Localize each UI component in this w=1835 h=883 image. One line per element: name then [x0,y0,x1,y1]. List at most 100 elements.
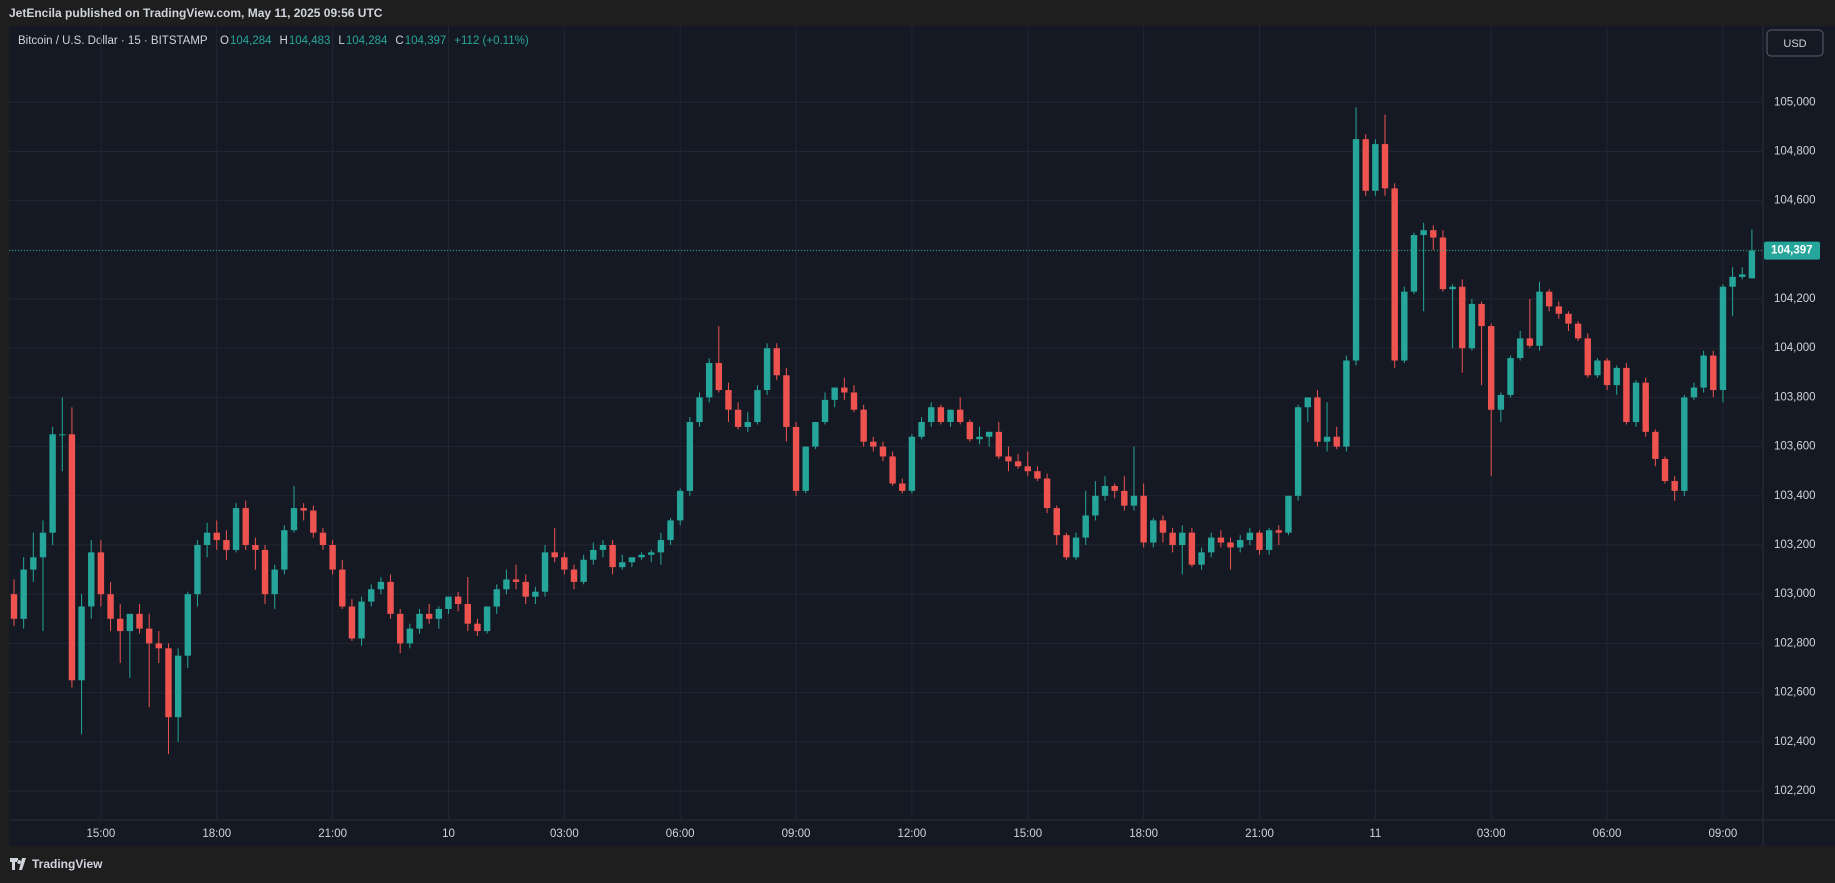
candle-body [1536,291,1543,346]
candle-body [1101,485,1109,496]
candle-body [30,557,37,570]
candle-body [1430,230,1437,238]
candle-body [242,508,249,545]
candle-body [1478,303,1485,327]
candle-body [1130,495,1138,506]
candle-body [609,544,616,568]
candle-body [1053,508,1060,536]
candle-body [1169,532,1176,545]
candle-body [107,594,114,619]
candle-body [831,387,838,400]
candle-body [377,581,385,590]
candle-body [339,569,346,607]
legend-value: 104,397 [405,35,447,47]
candle-body [1642,382,1649,432]
candle-body [715,362,723,391]
candle-body [261,549,269,595]
candle-body [1420,230,1427,236]
candle-body [406,628,414,644]
candle-body [1401,291,1408,361]
x-tick-label: 06:00 [1593,828,1622,840]
candle-body [734,409,742,427]
candle-body [1304,397,1311,408]
legend-key: H [280,35,288,47]
candle-body [464,604,471,624]
candle-body [1236,540,1244,548]
candle-body [503,579,510,590]
candle-body [1719,286,1727,391]
candle-body [541,552,549,592]
candle-body [290,508,298,531]
candle-body [870,441,877,447]
candle-body [841,387,848,393]
candle-body [512,579,520,582]
candle-body [1681,397,1688,491]
candle-body [667,520,674,541]
legend-value: 104,483 [289,35,331,47]
last-price-box [1764,241,1820,260]
candle-body [551,552,558,558]
candle-body [1574,323,1582,339]
candle-body [1188,532,1196,565]
y-tick-label: 102,400 [1774,736,1816,748]
candle-body [802,446,809,491]
candle-body [686,422,694,491]
currency[interactable]: USD [1783,38,1806,50]
candle-body [329,544,336,570]
x-tick-label: 18:00 [1129,828,1158,840]
candle-body [1362,139,1369,191]
candle-body [532,591,539,597]
symbol-title: Bitcoin / U.S. Dollar · 15 · BITSTAMP [18,35,208,47]
y-tick-label: 103,800 [1774,391,1816,403]
candle-body [676,490,684,521]
candle-body [1613,367,1620,386]
candle-body [1159,520,1167,533]
candle-body [995,431,1003,457]
legend-key: L [338,35,345,47]
candle-body [908,436,916,491]
candle-body [657,540,665,553]
legend-value: 104,284 [230,35,272,47]
candle-body [1294,407,1302,496]
candle-body [754,390,761,423]
candle-body [1265,530,1273,550]
candle-body [1439,237,1447,290]
candle-body [1314,397,1321,442]
candle-body [194,544,201,595]
candle-body [744,422,751,427]
candle-body [1140,495,1147,543]
candle-body [435,608,443,619]
candle-body [648,552,655,555]
candle-body [638,554,645,558]
x-tick-label: 03:00 [1477,828,1506,840]
candle-body [20,569,27,619]
candle-body [821,399,829,423]
candle-body [1526,338,1534,346]
candle-body [1410,235,1418,292]
candle-body [1603,360,1611,386]
candle-body [725,390,732,410]
candle-body [696,397,703,423]
candle-body [1343,360,1350,447]
candle-body [1594,360,1601,376]
candle-body [599,544,607,550]
x-tick-label: 12:00 [898,828,927,840]
candle-body [570,569,578,582]
currency-button[interactable] [1766,29,1824,57]
candle-body [985,431,993,437]
candle-body [1246,532,1254,541]
candle-body [937,407,945,423]
x-tick-label: 18:00 [202,828,231,840]
candle-body [1381,144,1389,189]
candle-body [628,557,636,563]
candle-body [889,456,896,484]
candle-body [1671,481,1678,491]
candle-body [1043,478,1051,509]
candle-body [252,544,259,550]
candle-body [1111,485,1118,491]
candle-body [850,392,858,410]
x-tick-label: 06:00 [666,828,695,840]
candle-body [792,426,800,491]
candle-body [1034,471,1041,479]
candle-body [213,532,220,541]
